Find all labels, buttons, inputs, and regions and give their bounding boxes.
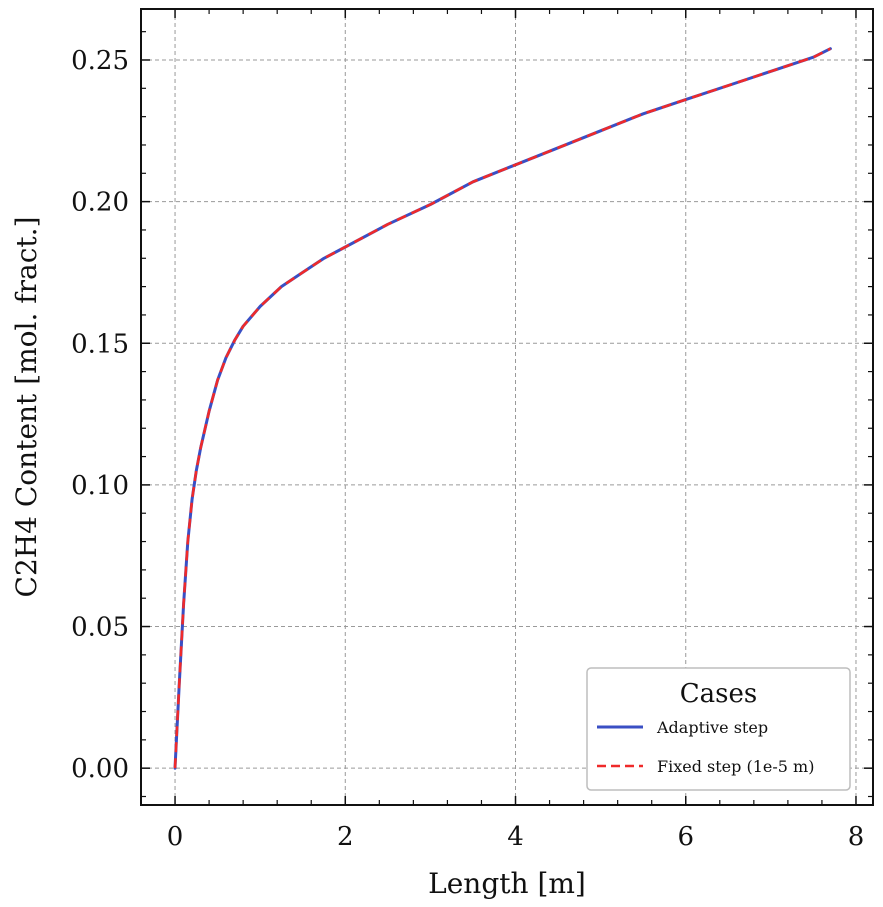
plot-frame: [140, 8, 874, 806]
x-axis-label: Length [m]: [428, 867, 586, 900]
series-layer: [173, 47, 832, 770]
legend-title: Cases: [680, 679, 757, 709]
series-line-adaptive-step: [173, 47, 832, 770]
y-tick-label: 0.15: [71, 329, 129, 359]
x-tick-label: 8: [848, 822, 865, 852]
y-tick-label: 0.10: [71, 471, 129, 501]
legend-label-adaptive-step: Adaptive step: [656, 718, 768, 737]
legend: Cases Adaptive step Fixed step (1e-5 m): [586, 667, 851, 791]
y-tick-label: 0.00: [71, 754, 129, 784]
y-tick-label: 0.05: [71, 613, 129, 643]
legend-label-fixed-step: Fixed step (1e-5 m): [657, 757, 814, 776]
y-axis-label: C2H4 Content [mol. fract.]: [10, 217, 43, 598]
ticks: [140, 9, 873, 805]
x-tick-label: 6: [677, 822, 694, 852]
legend-box: [586, 667, 851, 791]
y-tick-label: 0.25: [71, 46, 129, 76]
x-tick-label: 4: [507, 822, 524, 852]
x-tick-label: 2: [337, 822, 354, 852]
tick-labels: 0 2 4 6 8 0.00 0.05 0.10 0.15 0.20 0.25: [71, 46, 864, 852]
series-line-fixed-step: [173, 47, 831, 769]
y-tick-label: 0.20: [71, 188, 129, 218]
x-tick-label: 0: [167, 822, 184, 852]
